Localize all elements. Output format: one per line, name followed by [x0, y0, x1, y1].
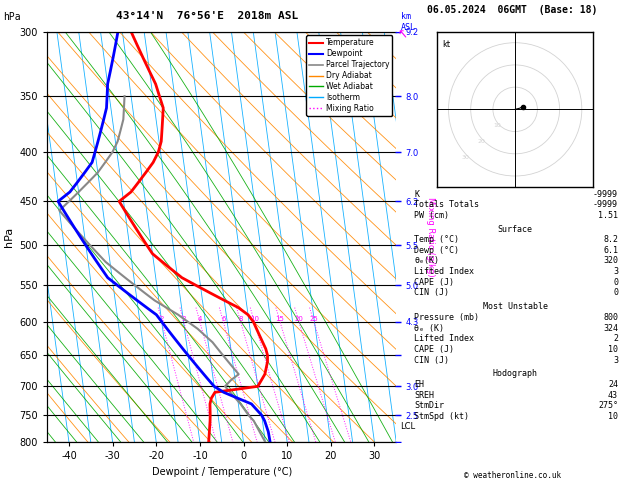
Text: CAPE (J): CAPE (J): [415, 345, 455, 354]
Text: 0: 0: [613, 288, 618, 297]
Text: θₑ (K): θₑ (K): [415, 324, 445, 332]
Text: Temp (°C): Temp (°C): [415, 235, 459, 244]
Text: 320: 320: [603, 257, 618, 265]
Text: 20: 20: [477, 139, 486, 144]
Text: Hodograph: Hodograph: [493, 369, 538, 378]
Text: LCL: LCL: [401, 422, 416, 431]
Legend: Temperature, Dewpoint, Parcel Trajectory, Dry Adiabat, Wet Adiabat, Isotherm, Mi: Temperature, Dewpoint, Parcel Trajectory…: [306, 35, 392, 116]
Text: 06.05.2024  06GMT  (Base: 18): 06.05.2024 06GMT (Base: 18): [428, 5, 598, 15]
Text: -9999: -9999: [593, 190, 618, 198]
Text: Pressure (mb): Pressure (mb): [415, 313, 479, 322]
Text: ←: ←: [393, 26, 409, 42]
Text: 8.2: 8.2: [603, 235, 618, 244]
Text: hPa: hPa: [3, 12, 21, 22]
Text: K: K: [415, 190, 420, 198]
Text: 6: 6: [221, 316, 226, 322]
Text: 15: 15: [276, 316, 284, 322]
Text: 43: 43: [608, 391, 618, 399]
Text: 24: 24: [608, 380, 618, 389]
Text: 10: 10: [608, 412, 618, 421]
Text: Dewp (°C): Dewp (°C): [415, 246, 459, 255]
Y-axis label: Mixing Ratio (g/kg): Mixing Ratio (g/kg): [426, 197, 435, 277]
Text: PW (cm): PW (cm): [415, 211, 450, 220]
Text: 3: 3: [613, 267, 618, 276]
Text: Most Unstable: Most Unstable: [482, 302, 548, 311]
Text: StmDir: StmDir: [415, 401, 445, 410]
Text: 3: 3: [613, 356, 618, 364]
Text: 275°: 275°: [598, 401, 618, 410]
Text: CAPE (J): CAPE (J): [415, 278, 455, 287]
Text: SREH: SREH: [415, 391, 435, 399]
Text: -9999: -9999: [593, 200, 618, 209]
Text: 10: 10: [608, 345, 618, 354]
Text: 2: 2: [613, 334, 618, 343]
Text: 10: 10: [250, 316, 259, 322]
Text: 2: 2: [160, 316, 164, 322]
Text: © weatheronline.co.uk: © weatheronline.co.uk: [464, 470, 561, 480]
Text: 43°14'N  76°56'E  2018m ASL: 43°14'N 76°56'E 2018m ASL: [116, 11, 299, 21]
Text: 3: 3: [182, 316, 186, 322]
Text: Surface: Surface: [498, 225, 533, 234]
Text: Totals Totals: Totals Totals: [415, 200, 479, 209]
X-axis label: Dewpoint / Temperature (°C): Dewpoint / Temperature (°C): [152, 467, 292, 477]
Text: 25: 25: [309, 316, 318, 322]
Text: 0: 0: [613, 278, 618, 287]
Text: 10: 10: [493, 123, 501, 128]
Text: km
ASL: km ASL: [401, 12, 416, 32]
Y-axis label: hPa: hPa: [4, 227, 14, 247]
Text: 20: 20: [294, 316, 303, 322]
Text: 30: 30: [462, 155, 470, 160]
Text: EH: EH: [415, 380, 425, 389]
Text: StmSpd (kt): StmSpd (kt): [415, 412, 469, 421]
Text: 8: 8: [238, 316, 243, 322]
Text: CIN (J): CIN (J): [415, 288, 450, 297]
Text: 800: 800: [603, 313, 618, 322]
Text: θₑ(K): θₑ(K): [415, 257, 440, 265]
Text: 324: 324: [603, 324, 618, 332]
Text: 4: 4: [198, 316, 202, 322]
Text: kt: kt: [442, 40, 450, 50]
Text: 6.1: 6.1: [603, 246, 618, 255]
Text: Lifted Index: Lifted Index: [415, 267, 474, 276]
Text: 1.51: 1.51: [598, 211, 618, 220]
Text: CIN (J): CIN (J): [415, 356, 450, 364]
Text: Lifted Index: Lifted Index: [415, 334, 474, 343]
